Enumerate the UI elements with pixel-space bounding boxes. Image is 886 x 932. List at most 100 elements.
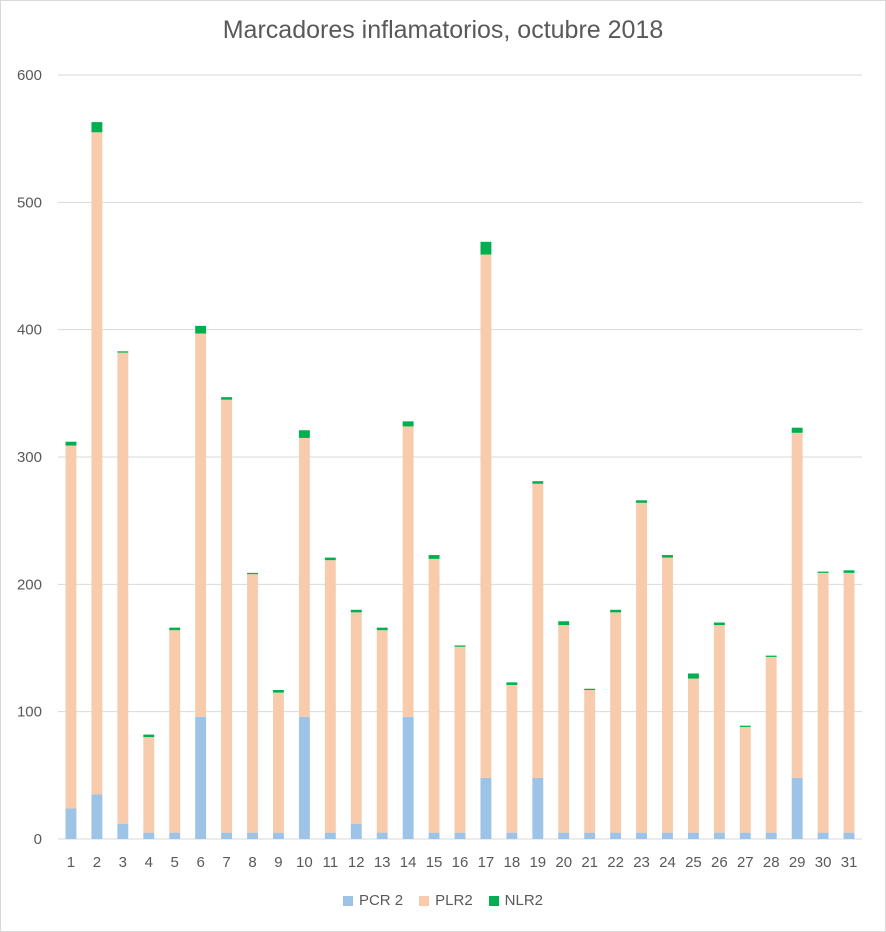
x-tick-label: 27	[737, 854, 754, 871]
legend-label-plr2: PLR2	[435, 892, 473, 909]
bar-segment-plr2	[739, 726, 751, 833]
bar-segment-pcr2	[143, 832, 155, 839]
bar-segment-pcr2	[402, 716, 414, 839]
legend-swatch-pcr2	[342, 895, 353, 906]
bar-segment-plr2	[221, 399, 233, 833]
bar-segment-plr2	[298, 437, 310, 717]
bar-segment-nlr2	[247, 572, 258, 575]
legend-swatch-nlr2	[488, 895, 499, 906]
bar-segment-plr2	[687, 678, 699, 833]
x-tick-label: 13	[374, 854, 391, 871]
bar-segment-plr2	[713, 625, 725, 833]
bar-segment-plr2	[843, 572, 855, 833]
bar-segment-plr2	[558, 625, 570, 833]
bar-segment-nlr2	[506, 682, 518, 685]
bar-segment-plr2	[402, 426, 414, 717]
bar-segment-nlr2	[376, 627, 388, 631]
x-tick-label: 31	[841, 854, 858, 871]
bar-segment-pcr2	[584, 832, 596, 839]
bar-segment-pcr2	[506, 832, 518, 839]
bar-segment-pcr2	[765, 832, 777, 839]
legend-label-nlr2: NLR2	[504, 892, 544, 909]
bar-segment-nlr2	[221, 397, 233, 400]
bar-segment-plr2	[65, 445, 77, 809]
bar-segment-pcr2	[273, 832, 284, 839]
bar-segment-plr2	[480, 254, 492, 778]
bar-segment-plr2	[143, 737, 155, 833]
x-tick-label: 23	[633, 854, 650, 871]
bar-segment-pcr2	[480, 777, 492, 839]
y-tick-label: 200	[17, 576, 42, 593]
bar-segment-nlr2	[91, 122, 103, 133]
y-tick-label: 500	[17, 194, 42, 211]
bar-segment-nlr2	[713, 622, 725, 626]
bar-segment-pcr2	[558, 832, 570, 839]
bar-segment-plr2	[376, 630, 388, 833]
bar-segment-nlr2	[687, 673, 699, 679]
bar-segment-nlr2	[65, 441, 77, 446]
y-tick-label: 400	[17, 322, 42, 339]
bar-segment-nlr2	[739, 725, 751, 727]
bar-segment-pcr2	[247, 832, 258, 839]
bar-segment-pcr2	[817, 832, 829, 839]
bar-segment-plr2	[350, 612, 362, 824]
bar-segment-plr2	[610, 612, 622, 833]
bar-segment-pcr2	[662, 832, 673, 839]
x-tick-label: 28	[763, 854, 780, 871]
bar-segment-nlr2	[143, 734, 155, 738]
x-tick-label: 15	[426, 854, 443, 871]
bar-segment-plr2	[636, 502, 647, 833]
bar-segment-nlr2	[324, 557, 336, 561]
x-tick-label: 14	[400, 854, 417, 871]
bar-segment-plr2	[195, 333, 207, 717]
chart-title: Marcadores inflamatorios, octubre 2018	[222, 16, 664, 44]
x-tick-label: 11	[323, 854, 339, 871]
bar-segment-plr2	[91, 132, 103, 795]
x-tick-label: 26	[711, 854, 728, 871]
x-tick-label: 8	[248, 854, 256, 871]
bar-segment-nlr2	[843, 570, 855, 573]
bar-segment-plr2	[765, 656, 777, 833]
bar-segment-nlr2	[610, 609, 622, 613]
bar-segment-nlr2	[532, 481, 544, 484]
bar-segment-pcr2	[532, 777, 544, 839]
x-tick-label: 2	[93, 854, 101, 871]
bar-segment-plr2	[454, 646, 466, 833]
bar-segment-nlr2	[298, 430, 310, 438]
x-tick-label: 12	[348, 854, 365, 871]
y-tick-label: 300	[17, 449, 42, 466]
bar-segment-nlr2	[480, 241, 492, 255]
bar-segment-nlr2	[454, 645, 466, 647]
bar-segment-nlr2	[584, 688, 596, 691]
x-tick-label: 24	[659, 854, 676, 871]
bar-segment-pcr2	[843, 832, 855, 839]
bar-segment-plr2	[324, 560, 336, 833]
x-tick-label: 7	[222, 854, 230, 871]
y-tick-label: 600	[17, 67, 42, 84]
bar-segment-pcr2	[791, 777, 803, 839]
bar-segment-pcr2	[65, 808, 77, 839]
x-tick-label: 25	[685, 854, 702, 871]
bar-segment-pcr2	[428, 832, 440, 839]
bar-segment-pcr2	[687, 832, 699, 839]
x-tick-label: 19	[529, 854, 546, 871]
bar-segment-pcr2	[195, 716, 207, 839]
legend-item-plr2: PLR2	[419, 892, 473, 909]
legend-swatch-plr2	[419, 895, 430, 906]
bar-segment-plr2	[662, 557, 673, 833]
legend-item-nlr2: NLR2	[488, 892, 544, 909]
bar-segment-pcr2	[350, 823, 362, 839]
bar-segment-plr2	[428, 558, 440, 833]
bar-segment-pcr2	[117, 823, 129, 839]
bar-segment-plr2	[791, 432, 803, 778]
x-tick-label: 1	[67, 854, 75, 871]
bar-segment-nlr2	[273, 690, 284, 693]
bar-segment-nlr2	[428, 555, 440, 559]
bar-segment-pcr2	[636, 832, 647, 839]
x-tick-label: 16	[452, 854, 469, 871]
x-tick-label: 6	[196, 854, 204, 871]
x-tick-label: 18	[504, 854, 521, 871]
bar-segment-pcr2	[376, 832, 388, 839]
bar-segment-nlr2	[791, 427, 803, 433]
